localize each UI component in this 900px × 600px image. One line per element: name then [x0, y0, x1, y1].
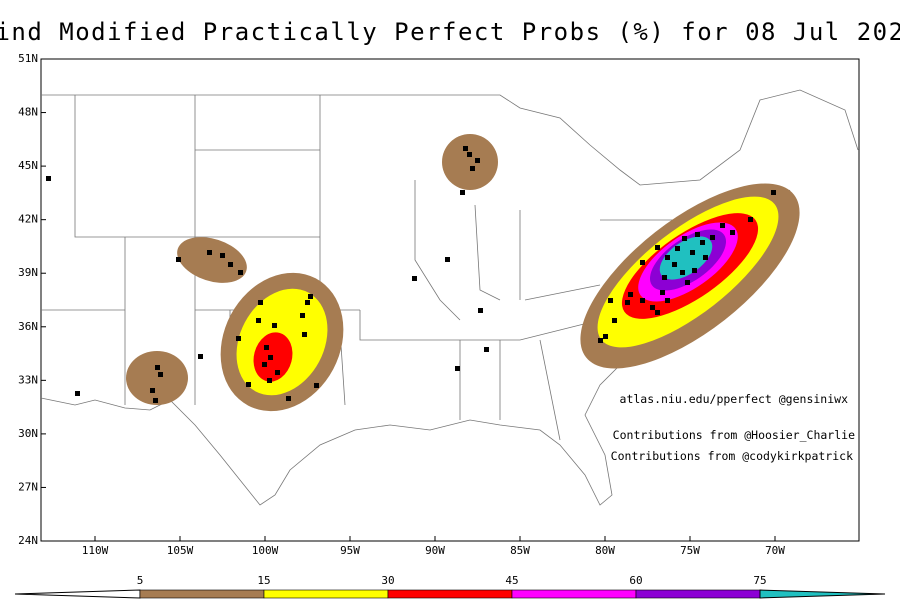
- legend-low: [14, 589, 141, 599]
- legend-label: 75: [753, 574, 766, 587]
- lon-label: 70W: [765, 544, 785, 557]
- contour-5: [126, 351, 188, 405]
- legend-swatch: [635, 589, 761, 599]
- lat-label: 45N: [18, 159, 38, 172]
- lat-label: 42N: [18, 213, 38, 226]
- credit: Contributions from @Hoosier_Charlie: [613, 428, 855, 442]
- lon-label: 80W: [595, 544, 615, 557]
- lat-label: 39N: [18, 266, 38, 279]
- legend-label: 30: [381, 574, 394, 587]
- legend-swatch: [139, 589, 265, 599]
- legend-high: [759, 589, 886, 599]
- lon-label: 75W: [680, 544, 700, 557]
- legend-label: 45: [505, 574, 518, 587]
- lat-label: 51N: [18, 52, 38, 65]
- lon-label: 95W: [340, 544, 360, 557]
- legend-swatch: [387, 589, 513, 599]
- lat-label: 36N: [18, 320, 38, 333]
- lon-label: 100W: [252, 544, 279, 557]
- contour-75: [659, 236, 713, 280]
- lon-label: 85W: [510, 544, 530, 557]
- legend-label: 60: [629, 574, 642, 587]
- lat-label: 48N: [18, 106, 38, 119]
- lon-label: 110W: [82, 544, 109, 557]
- state-lines: [41, 95, 700, 441]
- credit: Contributions from @codykirkpatrick: [611, 449, 853, 463]
- probability-contours: [126, 134, 800, 412]
- lat-label: 33N: [18, 373, 38, 386]
- lat-label: 27N: [18, 480, 38, 493]
- legend-swatch: [511, 589, 637, 599]
- legend-swatch: [263, 589, 389, 599]
- lat-label: 24N: [18, 534, 38, 547]
- contour-5: [442, 134, 498, 190]
- title: Wind Modified Practically Perfect Probs …: [0, 18, 900, 46]
- legend-label: 15: [257, 574, 270, 587]
- border: [41, 89, 859, 186]
- lat-label: 30N: [18, 427, 38, 440]
- lon-label: 90W: [425, 544, 445, 557]
- legend-label: 5: [137, 574, 144, 587]
- contour-5: [177, 237, 247, 283]
- credit: atlas.niu.edu/pperfect @gensiniwx: [620, 392, 849, 406]
- lon-label: 105W: [167, 544, 194, 557]
